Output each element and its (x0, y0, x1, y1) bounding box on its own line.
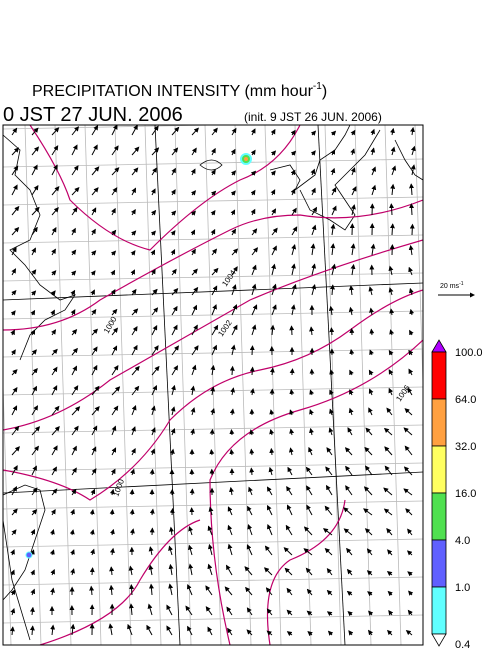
init-time: (init. 9 JST 26 JUN. 2006) (244, 110, 382, 124)
wind-arrow (252, 346, 253, 355)
colorbar-label: 16.0 (455, 488, 476, 500)
wind-arrow (251, 468, 252, 475)
colorbar-label: 4.0 (455, 535, 470, 547)
colorbar-label: 32.0 (455, 441, 476, 453)
wind-arrow (251, 450, 252, 456)
wind-arrow (392, 224, 393, 235)
colorbar-over (432, 340, 446, 352)
wind-arrow (211, 450, 212, 455)
title: PRECIPITATION INTENSITY (mm hour-1) (32, 81, 327, 100)
precip-core (244, 157, 248, 161)
wind-arrow (292, 369, 293, 375)
wind-arrow (92, 568, 93, 575)
colorbar-segment (432, 493, 446, 540)
wind-arrow (391, 204, 392, 215)
wind-arrow (172, 509, 173, 515)
title-close: ) (322, 83, 327, 100)
precip-cell (26, 552, 32, 558)
wind-arrow (32, 626, 33, 635)
colorbar-segment (432, 446, 446, 493)
wind-arrow (212, 430, 213, 435)
valid-time: 0 JST 27 JUN. 2006 (3, 104, 183, 126)
wind-arrow (132, 510, 133, 515)
colorbar-segment (432, 587, 446, 634)
colorbar-label: 64.0 (455, 394, 476, 406)
title-text: PRECIPITATION INTENSITY (mm hour (32, 83, 314, 100)
colorbar-segment (432, 540, 446, 587)
wind-arrow (131, 585, 132, 595)
colorbar: 100.0 64.0 32.0 16.0 4.0 1.0 0.4 (432, 340, 483, 650)
vector-scale-sup: -1 (459, 281, 464, 287)
wind-arrow (412, 225, 413, 235)
colorbar-label: 1.0 (455, 582, 470, 594)
wind-arrow (411, 204, 412, 215)
colorbar-segment (432, 399, 446, 446)
wind-arrow (232, 367, 233, 375)
wind-arrow (331, 328, 332, 335)
wind-arrow (112, 510, 113, 515)
colorbar-label: 100.0 (455, 347, 483, 359)
wind-arrow (252, 368, 253, 376)
wind-arrow (292, 326, 293, 335)
colorbar-under (432, 634, 446, 646)
wind-arrow (231, 430, 232, 435)
wind-arrow (152, 470, 153, 475)
wind-arrow (271, 449, 272, 455)
vector-scale-label: 20 ms-1 (440, 281, 464, 290)
vector-scale-text: 20 ms (440, 283, 460, 290)
map: 1004 1002 1000 1000 1006 (0, 121, 431, 650)
colorbar-segment (432, 352, 446, 399)
colorbar-label: 0.4 (455, 639, 470, 650)
wind-arrow (371, 330, 372, 336)
